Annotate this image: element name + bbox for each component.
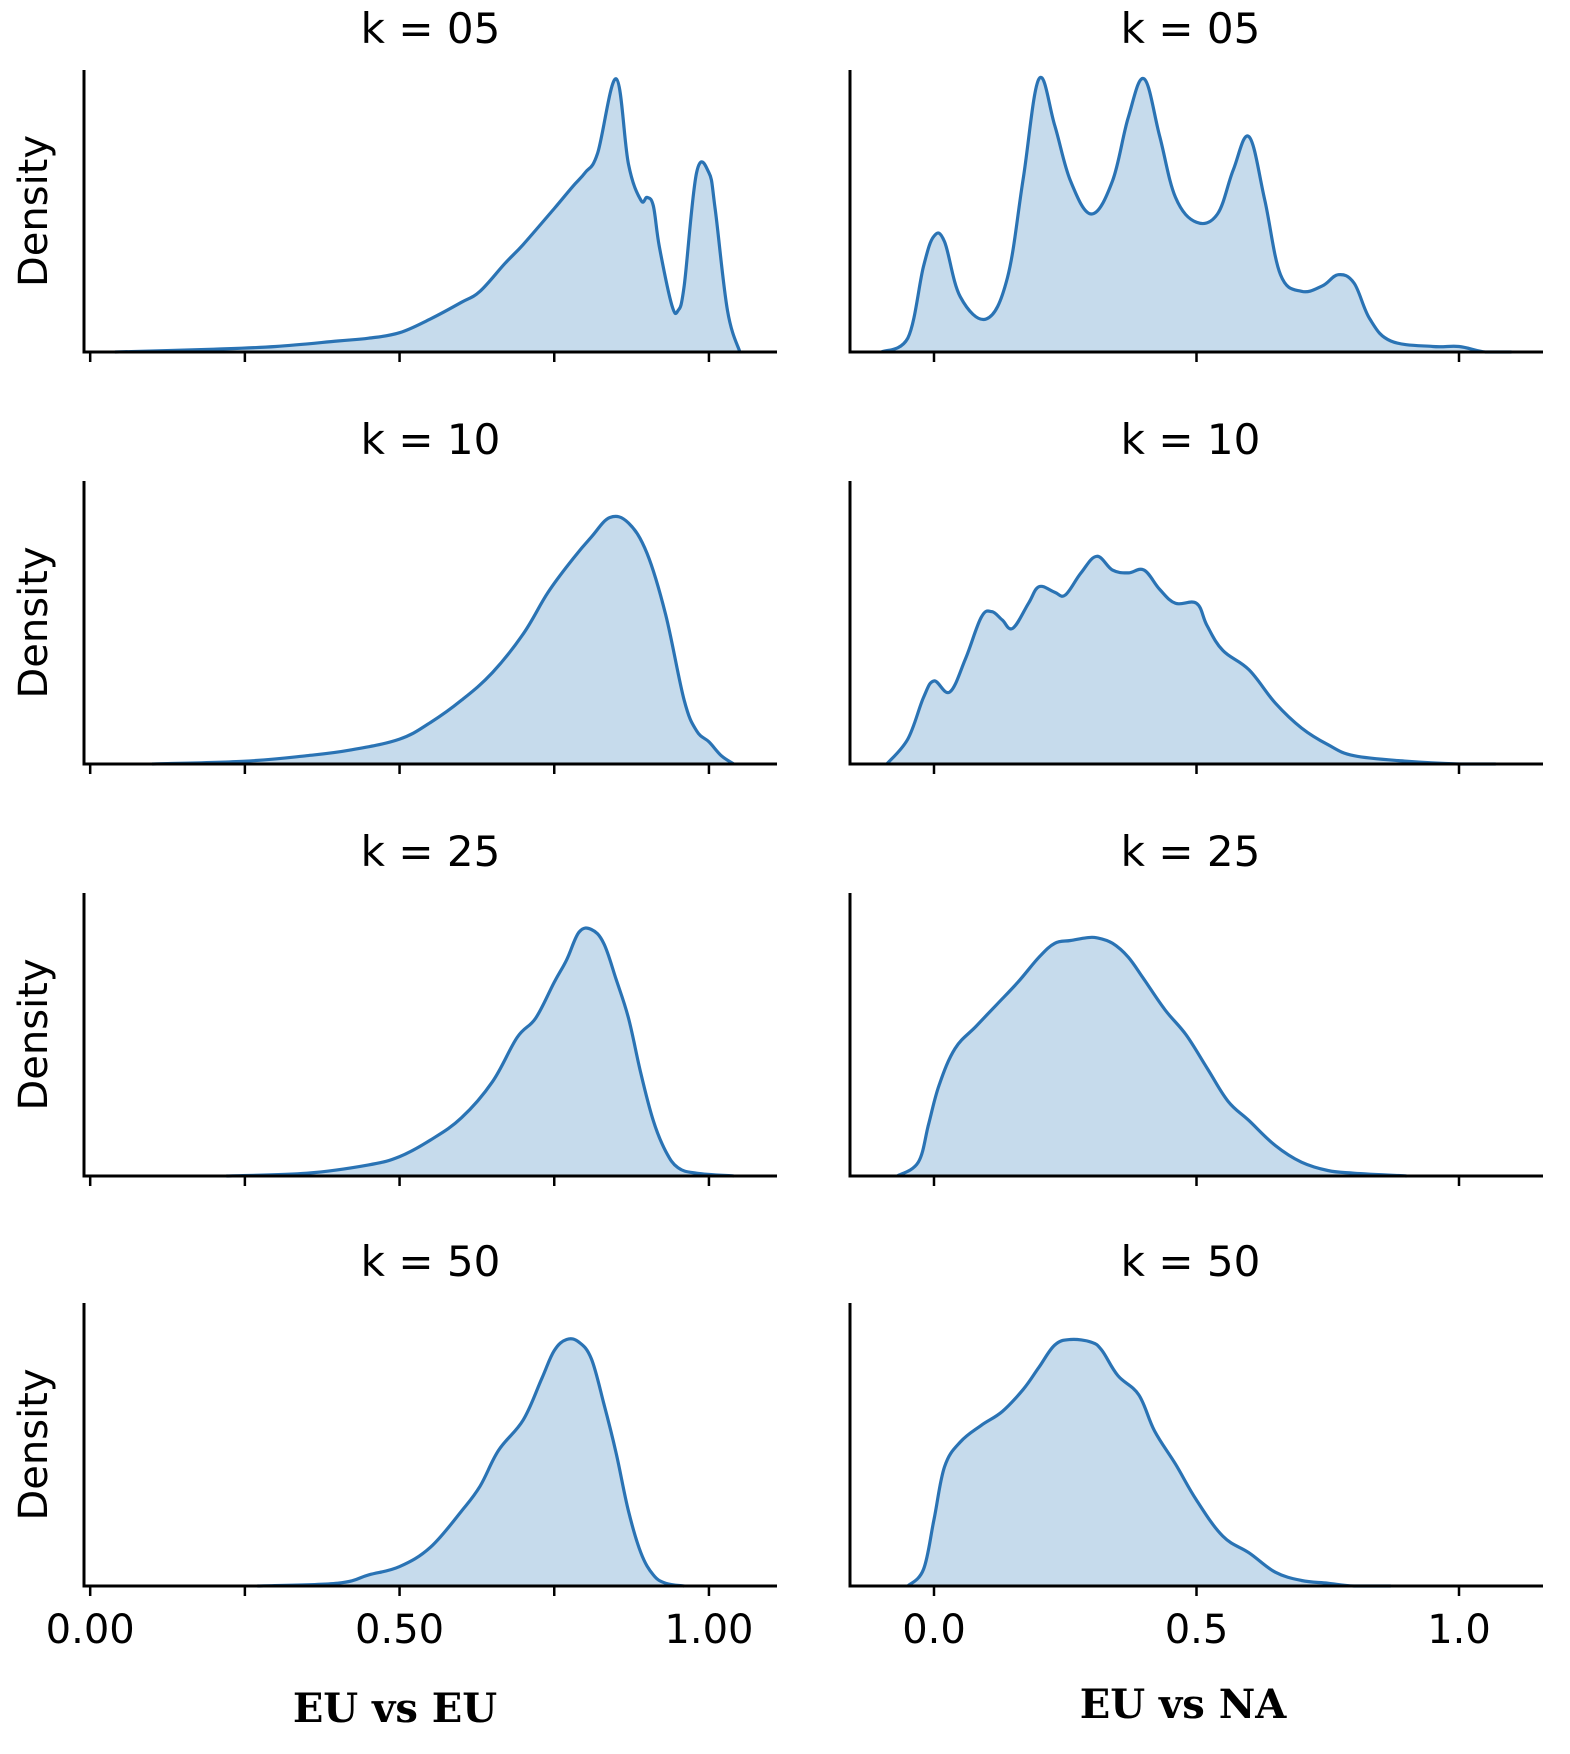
panel-eu-vs-eu-k50-x-tick-label: 0.50 — [355, 1607, 444, 1653]
panel-eu-vs-na-k10: k = 10 — [848, 415, 1543, 774]
xlabel-eu-vs-eu: EU vs EU — [293, 1685, 497, 1732]
xlabel-eu-vs-na: EU vs NA — [1080, 1681, 1288, 1728]
panel-eu-vs-eu-k10-density-fill — [152, 516, 734, 764]
panel-eu-vs-eu-k10: k = 10 Density — [11, 415, 777, 774]
panel-eu-vs-na-k10-density-curve — [885, 554, 1496, 766]
panel-eu-vs-eu-k50: 0.00 0.50 1.00 k = 50 Density — [11, 1237, 777, 1653]
panel-eu-vs-na-k50-x-tick-label: 0.0 — [902, 1607, 966, 1653]
panel-eu-vs-eu-k05: k = 05 Density — [11, 4, 777, 362]
panel-eu-vs-eu-k25: k = 25 Density — [11, 827, 777, 1186]
panel-eu-vs-eu-k50-ylabel: Density — [11, 1368, 57, 1520]
panel-eu-vs-na-k25-density-curve — [896, 935, 1407, 1178]
panel-eu-vs-na-k50-x-tick-label: 1.0 — [1427, 1607, 1491, 1653]
panel-eu-vs-eu-k10-density-curve — [152, 514, 735, 766]
panel-eu-vs-eu-k50-title: k = 50 — [361, 1237, 501, 1286]
panel-eu-vs-eu-k50-density-fill — [257, 1338, 685, 1586]
panel-eu-vs-na-k25-density-fill — [897, 937, 1407, 1176]
panel-eu-vs-eu-k10-ylabel: Density — [11, 546, 57, 698]
panel-eu-vs-eu-k50-x-tick-label: 0.00 — [46, 1607, 135, 1653]
panel-eu-vs-eu-k25-density-fill — [226, 928, 734, 1176]
panel-eu-vs-na-k50-density-curve — [906, 1337, 1391, 1588]
panel-eu-vs-eu-k10-title: k = 10 — [361, 415, 501, 464]
panel-eu-vs-eu-k05-density-curve — [114, 77, 742, 354]
panel-eu-vs-na-k50: 0.0 0.5 1.0 k = 50 — [848, 1237, 1543, 1653]
panel-eu-vs-na-k05: k = 05 — [848, 4, 1543, 362]
panel-eu-vs-eu-k25-density-curve — [226, 926, 734, 1178]
panel-eu-vs-eu-k25-ylabel: Density — [11, 958, 57, 1110]
panel-eu-vs-na-k25: k = 25 — [848, 827, 1543, 1186]
panel-eu-vs-na-k50-density-fill — [907, 1339, 1391, 1586]
panel-eu-vs-eu-k25-title: k = 25 — [361, 827, 501, 876]
panel-eu-vs-eu-k05-title: k = 05 — [361, 4, 501, 53]
panel-eu-vs-na-k05-title: k = 05 — [1121, 4, 1261, 53]
panel-eu-vs-eu-k50-density-curve — [257, 1337, 685, 1588]
panel-eu-vs-eu-k05-ylabel: Density — [11, 135, 57, 287]
panel-eu-vs-na-k10-density-fill — [886, 556, 1496, 764]
panel-eu-vs-na-k05-density-curve — [880, 75, 1512, 354]
panel-eu-vs-eu-k05-density-fill — [114, 78, 740, 352]
panel-eu-vs-na-k05-density-fill — [881, 77, 1512, 352]
panel-eu-vs-na-k10-title: k = 10 — [1121, 415, 1261, 464]
panel-eu-vs-na-k50-x-tick-label: 0.5 — [1165, 1607, 1229, 1653]
panel-eu-vs-na-k50-title: k = 50 — [1121, 1237, 1261, 1286]
panel-eu-vs-na-k25-title: k = 25 — [1121, 827, 1261, 876]
panel-eu-vs-eu-k50-x-tick-label: 1.00 — [664, 1607, 753, 1653]
